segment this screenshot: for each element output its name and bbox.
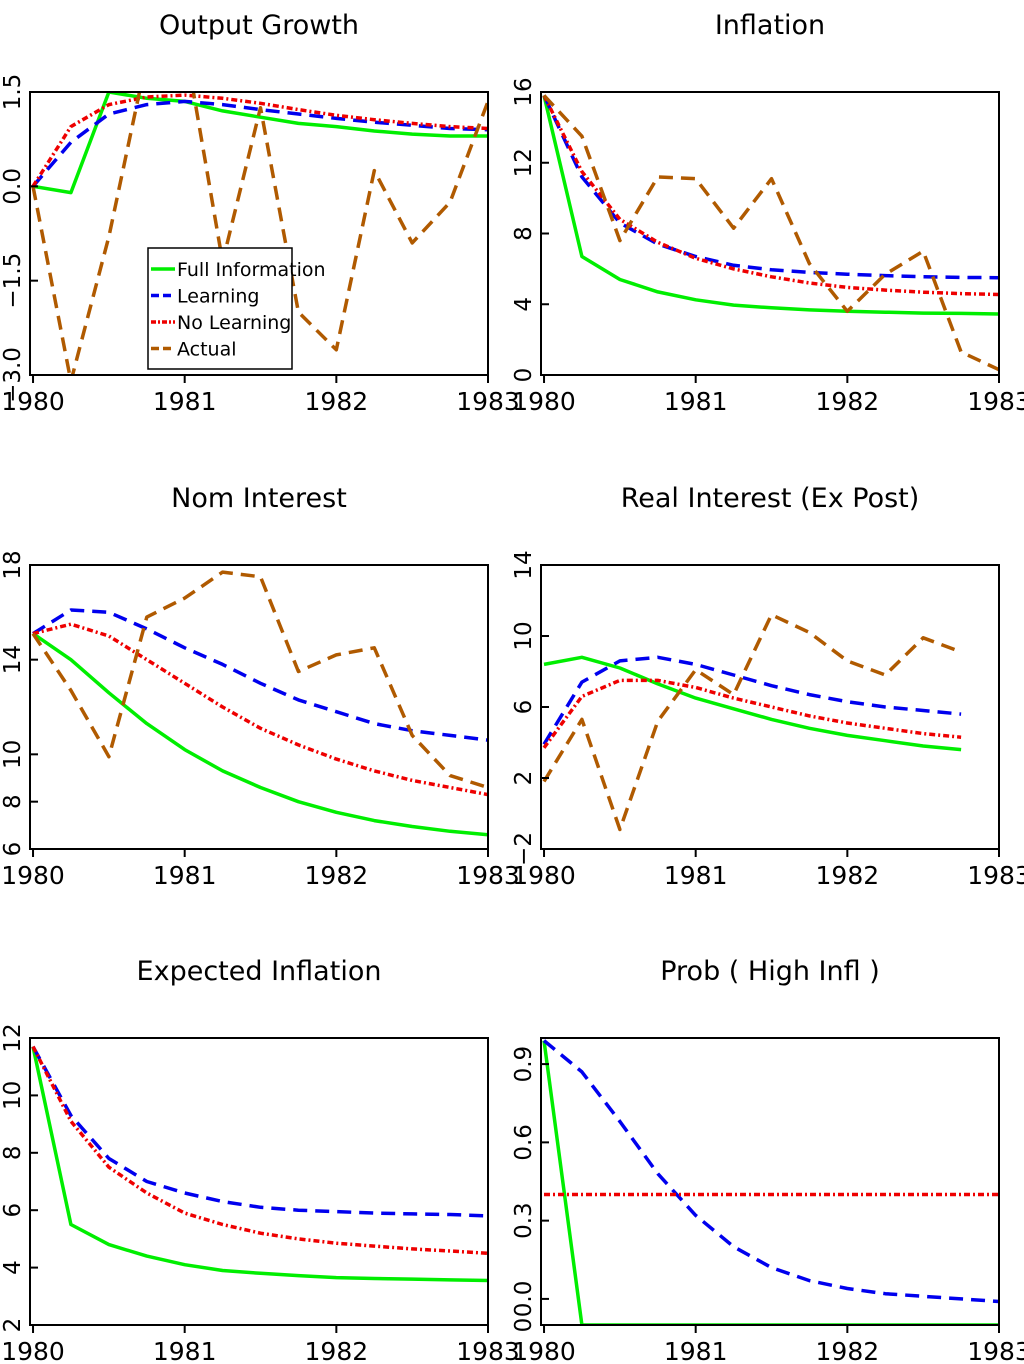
panel-title: Real Interest (Ex Post) [621,483,920,514]
panel-4: Real Interest (Ex Post) 1980 1981 1982 1983 −… [511,483,1024,890]
y-tick-label: 12 [0,1023,26,1052]
panel-title: Expected Inflation [137,956,382,987]
series-actual [542,94,999,372]
series-learning [32,608,488,742]
y-tick-label: 8 [0,1145,26,1160]
x-tick-label: 1981 [153,387,217,416]
x-tick-label: 1980 [1,1337,65,1364]
series-full-information [542,1040,999,1325]
x-tick-label: 1983 [967,1337,1024,1364]
plot-frame [540,91,1000,376]
plot-frame [29,564,489,850]
plot-frame [29,91,489,376]
x-tick-label: 1982 [305,1337,369,1364]
panel-title: Output Growth [159,10,359,41]
series-actual [31,570,488,790]
panel-title: Inflation [715,10,825,41]
series-full-information [31,1046,488,1283]
y-tick-label: 8 [511,226,537,241]
y-tick-label: −2 [511,832,537,866]
series-no-learning [32,622,488,797]
series-actual [542,612,962,832]
y-tick-label: 4 [511,297,537,312]
x-tick-label: 1980 [512,1337,576,1364]
x-tick-label: 1983 [967,861,1024,890]
plot-frame [29,1037,489,1326]
y-tick-label: 6 [0,842,26,857]
y-tick-label: 10 [0,1081,26,1110]
legend-label: Learning [177,286,260,308]
y-tick-label: 0.6 [511,1124,537,1161]
x-tick-label: 1981 [664,387,728,416]
series-full-information [542,95,999,316]
legend-label: Full Information [177,259,326,281]
y-tick-label: 1.5 [0,74,26,111]
y-tick-label: 2 [511,771,537,786]
y-tick-label: 2 [0,1318,26,1333]
y-tick-label: 10 [511,621,537,650]
y-tick-label: 0.9 [511,1046,537,1083]
y-tick-label: 10 [0,740,26,769]
x-tick-label: 1981 [664,1337,728,1364]
y-tick-label: 6 [511,700,537,715]
series-no-learning [542,94,999,297]
series-learning [31,1045,488,1218]
series-learning [542,94,999,280]
series-no-learning [31,1045,488,1256]
y-tick-label: 0.0 [0,168,26,205]
panel-title: Nom Interest [171,483,347,514]
legend: Full Information Learning No Learning Actua… [147,247,326,370]
panel-5: Expected Inflation 1980 1981 1982 1983 2 4 6 8 10… [0,956,520,1364]
panel-2: Inflation 1980 1981 1982 1983 0 4 8 12 16 [511,10,1024,416]
panel-title: Prob ( High Infl ) [660,956,880,987]
y-tick-label: 16 [511,77,537,106]
y-tick-label: 6 [0,1203,26,1218]
x-tick-label: 1982 [816,861,880,890]
y-tick-label: −1.5 [0,253,26,309]
x-tick-label: 1982 [816,1337,880,1364]
y-tick-label: 14 [511,550,537,579]
series-learning [542,1039,999,1304]
x-tick-label: 1982 [305,861,369,890]
y-tick-label: 14 [0,645,26,674]
y-tick-label: 0.3 [511,1202,537,1239]
series-no-learning [542,678,962,749]
x-tick-label: 1982 [305,387,369,416]
y-tick-label: 0 [511,1318,537,1333]
x-tick-label: 1983 [456,861,520,890]
x-tick-label: 1980 [1,387,65,416]
series-learning [542,655,962,746]
series-no-learning [31,93,488,188]
series-full-information [543,655,962,752]
x-tick-label: 1981 [153,861,217,890]
y-tick-label: 4 [0,1260,26,1275]
plot-frame [540,1037,1000,1326]
x-tick-label: 1981 [153,1337,217,1364]
y-tick-label: 18 [0,550,26,579]
y-tick-label: 12 [511,148,537,177]
series-full-information [32,632,488,837]
legend-label: No Learning [177,312,291,334]
panel-6: Prob ( High Infl ) 1980 1981 1982 1983 0.0 0.3… [511,956,1024,1364]
x-tick-label: 1981 [664,861,728,890]
x-tick-label: 1983 [456,387,520,416]
legend-label: Actual [177,339,237,361]
panel-3: Nom Interest 1980 1981 1982 1983 6 8 10 14 18 [0,483,520,890]
panel-1: Output Growth 1980 1981 1982 1983 −3.0 −1.5 0.0… [0,10,520,416]
x-tick-label: 1983 [456,1337,520,1364]
x-tick-label: 1980 [512,387,576,416]
y-tick-label: 0.0 [511,1281,537,1318]
y-tick-label: 8 [0,794,26,809]
series-full-information [32,92,488,195]
y-tick-label: 0 [511,368,537,383]
y-tick-label: −3.0 [0,347,26,403]
series-actual [31,92,488,375]
x-tick-label: 1980 [1,861,65,890]
plot-frame [540,564,1000,850]
x-tick-label: 1982 [816,387,880,416]
x-tick-label: 1983 [967,387,1024,416]
x-tick-label: 1980 [512,861,576,890]
